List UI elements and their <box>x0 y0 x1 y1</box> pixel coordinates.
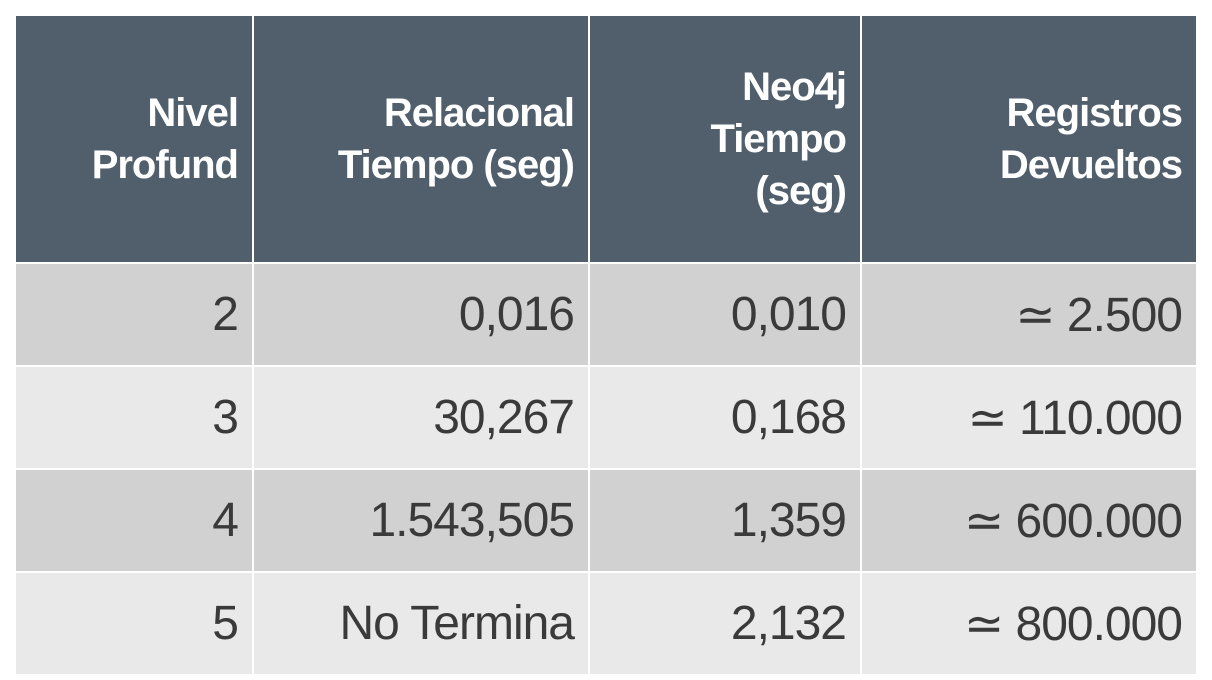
header-text: Profund <box>91 143 239 187</box>
table-container: Nivel Profund Relacional Tiempo (seg) Neo4j T… <box>14 14 1198 676</box>
table-body: 2 0,016 0,010 ≃ 2.500 3 30,267 0,168 ≃ 110.000 4… <box>14 262 1198 676</box>
table-cell: 4 <box>14 468 254 573</box>
table-cell: 0,168 <box>588 365 862 470</box>
header-text: Neo4j <box>742 65 847 109</box>
table-cell: 3 <box>14 365 254 470</box>
table-cell: 2,132 <box>588 571 862 676</box>
header-cell: Relacional Tiempo (seg) <box>252 14 590 264</box>
header-cell: Nivel Profund <box>14 14 254 264</box>
table-row: 3 30,267 0,168 ≃ 110.000 <box>14 365 1198 470</box>
table-row: 5 No Termina 2,132 ≃ 800.000 <box>14 571 1198 676</box>
table-cell: 0,016 <box>252 262 590 367</box>
header-row: Nivel Profund Relacional Tiempo (seg) Neo4j T… <box>14 14 1198 264</box>
table-cell: ≃ 110.000 <box>860 365 1198 470</box>
table-row: 2 0,016 0,010 ≃ 2.500 <box>14 262 1198 367</box>
table-cell: ≃ 600.000 <box>860 468 1198 573</box>
table-cell: ≃ 2.500 <box>860 262 1198 367</box>
table-cell: 5 <box>14 571 254 676</box>
table-cell: 2 <box>14 262 254 367</box>
table-cell: 1,359 <box>588 468 862 573</box>
table-row: 4 1.543,505 1,359 ≃ 600.000 <box>14 468 1198 573</box>
header-text: Tiempo (seg) <box>337 143 575 187</box>
header-text: (seg) <box>755 169 847 213</box>
table-cell: ≃ 800.000 <box>860 571 1198 676</box>
header-text: Nivel <box>147 91 239 135</box>
header-text: Registros <box>1006 91 1184 135</box>
table-cell: 1.543,505 <box>252 468 590 573</box>
header-cell: Registros Devueltos <box>860 14 1198 264</box>
table-cell: 30,267 <box>252 365 590 470</box>
header-text: Tiempo <box>710 117 847 161</box>
header-cell: Neo4j Tiempo (seg) <box>588 14 862 264</box>
header-text: Relacional <box>383 91 575 135</box>
table-cell: 0,010 <box>588 262 862 367</box>
header-text: Devueltos <box>999 143 1183 187</box>
table-cell: No Termina <box>252 571 590 676</box>
results-table: Nivel Profund Relacional Tiempo (seg) Neo4j T… <box>14 14 1198 676</box>
